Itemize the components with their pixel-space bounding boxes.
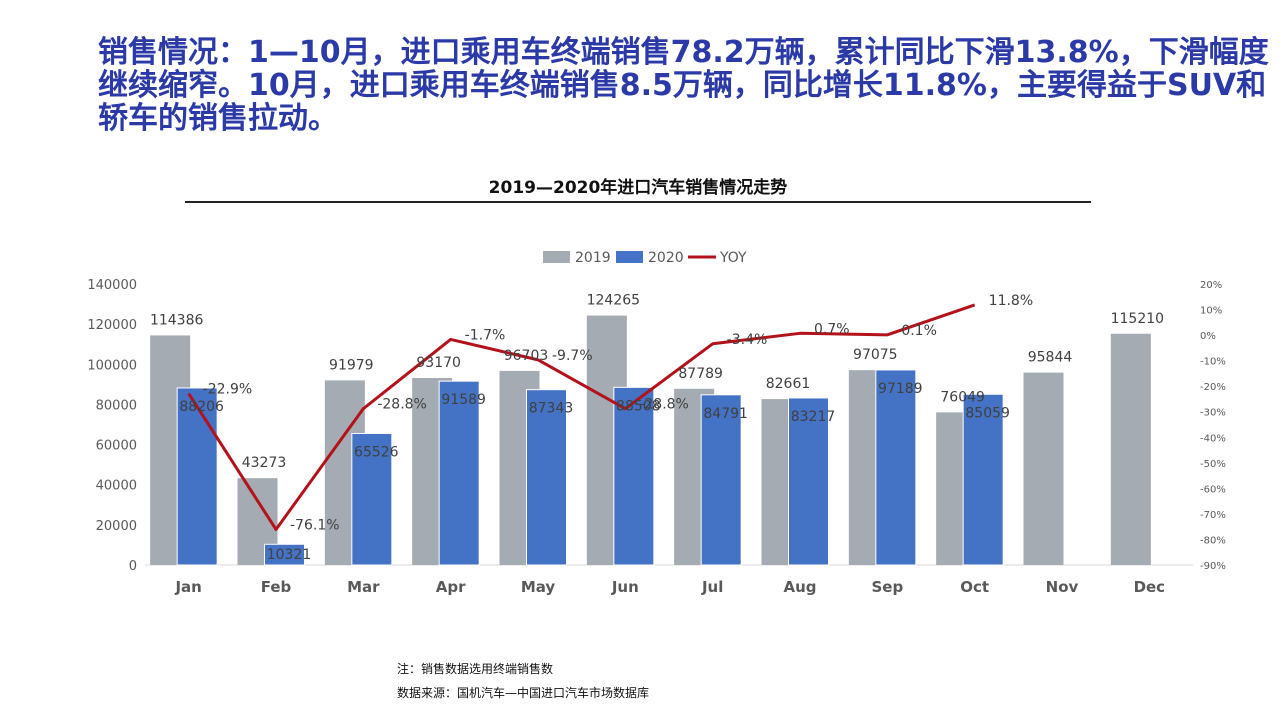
data-label-2020: 10321 — [267, 547, 312, 563]
y-left-tick-label: 0 — [129, 559, 137, 574]
x-tick-label: Feb — [261, 578, 292, 596]
yoy-label: -22.9% — [203, 382, 253, 398]
x-tick-label: Aug — [783, 578, 816, 596]
data-label-2020: 84791 — [703, 406, 748, 422]
data-label-2019: 97075 — [853, 347, 898, 363]
yoy-label: -28.8% — [639, 397, 689, 413]
data-label-2020: 97189 — [878, 381, 923, 397]
data-label-2019: 76049 — [940, 389, 985, 405]
data-label-2019: 114386 — [150, 312, 204, 328]
y-right-tick-label: -20% — [1200, 382, 1226, 393]
yoy-label: -9.7% — [552, 348, 593, 364]
x-tick-label: Jul — [701, 578, 723, 596]
y-right-tick-label: 20% — [1200, 280, 1222, 291]
y-left-tick-label: 80000 — [96, 398, 137, 413]
legend-label-yoy: YOY — [719, 250, 747, 266]
x-tick-label: Apr — [436, 578, 466, 596]
bar-2020 — [351, 432, 393, 566]
data-label-2019: 124265 — [587, 293, 640, 309]
x-tick-label: Jun — [611, 578, 639, 596]
yoy-label: 0.1% — [901, 323, 937, 339]
y-right-tick-label: 0% — [1200, 331, 1216, 342]
y-right-tick-label: -30% — [1200, 408, 1226, 419]
legend-swatch-2020 — [616, 251, 643, 263]
bar-2020 — [700, 394, 742, 566]
chart-title: 2019—2020年进口汽车销售情况走势 — [488, 178, 788, 198]
footnote-source: 数据来源：国机汽车—中国进口汽车市场数据库 — [397, 686, 650, 700]
legend-label-2019: 2019 — [575, 250, 611, 266]
data-label-2019: 87789 — [678, 366, 723, 382]
y-right-tick-label: -40% — [1200, 433, 1226, 444]
x-tick-label: May — [521, 578, 556, 596]
y-right-tick-label: -70% — [1200, 510, 1226, 521]
bar-2020 — [438, 380, 480, 566]
x-tick-label: Jan — [174, 578, 201, 596]
y-right-tick-label: -90% — [1200, 561, 1226, 572]
x-tick-label: Nov — [1046, 578, 1079, 596]
headline: 销售情况：1—10月，进口乘用车终端销售78.2万辆，累计同比下滑13.8%，下… — [98, 35, 1269, 136]
data-label-2020: 83217 — [791, 409, 836, 425]
data-label-2020: 85059 — [965, 405, 1010, 421]
yoy-label: -76.1% — [290, 517, 340, 533]
y-right-tick-label: -10% — [1200, 357, 1226, 368]
y-left-tick-label: 60000 — [96, 439, 137, 454]
y-right-tick-label: -80% — [1200, 535, 1226, 546]
bar-2020 — [526, 389, 567, 566]
yoy-label: -28.8% — [377, 397, 427, 413]
data-label-2019: 43273 — [242, 455, 287, 471]
y-left-tick-label: 40000 — [96, 479, 137, 494]
data-label-2019: 82661 — [766, 376, 811, 392]
data-label-2019: 93170 — [416, 355, 461, 371]
data-label-2019: 115210 — [1111, 311, 1164, 327]
data-label-2019: 96703 — [504, 348, 549, 364]
bar-2020 — [613, 386, 655, 566]
y-left-tick-label: 100000 — [87, 358, 137, 373]
x-tick-label: Dec — [1134, 578, 1166, 596]
bar-2020 — [875, 369, 917, 566]
y-left-tick-label: 120000 — [87, 318, 137, 333]
yoy-label: 0.7% — [814, 321, 850, 337]
legend-swatch-2019 — [543, 251, 570, 263]
bar-2020 — [962, 393, 1004, 566]
bar-2020 — [176, 387, 218, 566]
yoy-label: -1.7% — [465, 327, 506, 343]
bar-2020 — [788, 397, 829, 566]
data-label-2019: 91979 — [329, 357, 374, 373]
bar-2020 — [264, 543, 305, 566]
y-right-tick-label: -50% — [1200, 459, 1226, 470]
data-label-2020: 87343 — [529, 401, 574, 417]
y-right-tick-label: 10% — [1200, 306, 1222, 317]
y-left-tick-label: 140000 — [87, 278, 137, 293]
data-label-2020: 88206 — [179, 399, 224, 415]
yoy-label: 11.8% — [989, 293, 1033, 309]
data-label-2020: 65526 — [354, 444, 399, 460]
x-tick-label: Sep — [871, 578, 903, 596]
yoy-line — [187, 303, 976, 531]
data-label-2019: 95844 — [1028, 350, 1073, 366]
legend-label-2020: 2020 — [648, 250, 684, 266]
bar-2019 — [1023, 372, 1064, 565]
title-divider — [185, 201, 1091, 203]
footnote-note: 注：销售数据选用终端销售数 — [397, 662, 554, 676]
data-label-2020: 88508 — [616, 398, 661, 414]
bar-2019 — [1110, 333, 1151, 565]
yoy-label: -3.4% — [727, 332, 768, 348]
data-label-2020: 91589 — [441, 392, 486, 408]
x-tick-label: Oct — [960, 578, 989, 596]
y-left-tick-label: 20000 — [96, 519, 137, 534]
y-right-tick-label: -60% — [1200, 484, 1226, 495]
x-tick-label: Mar — [347, 578, 380, 596]
